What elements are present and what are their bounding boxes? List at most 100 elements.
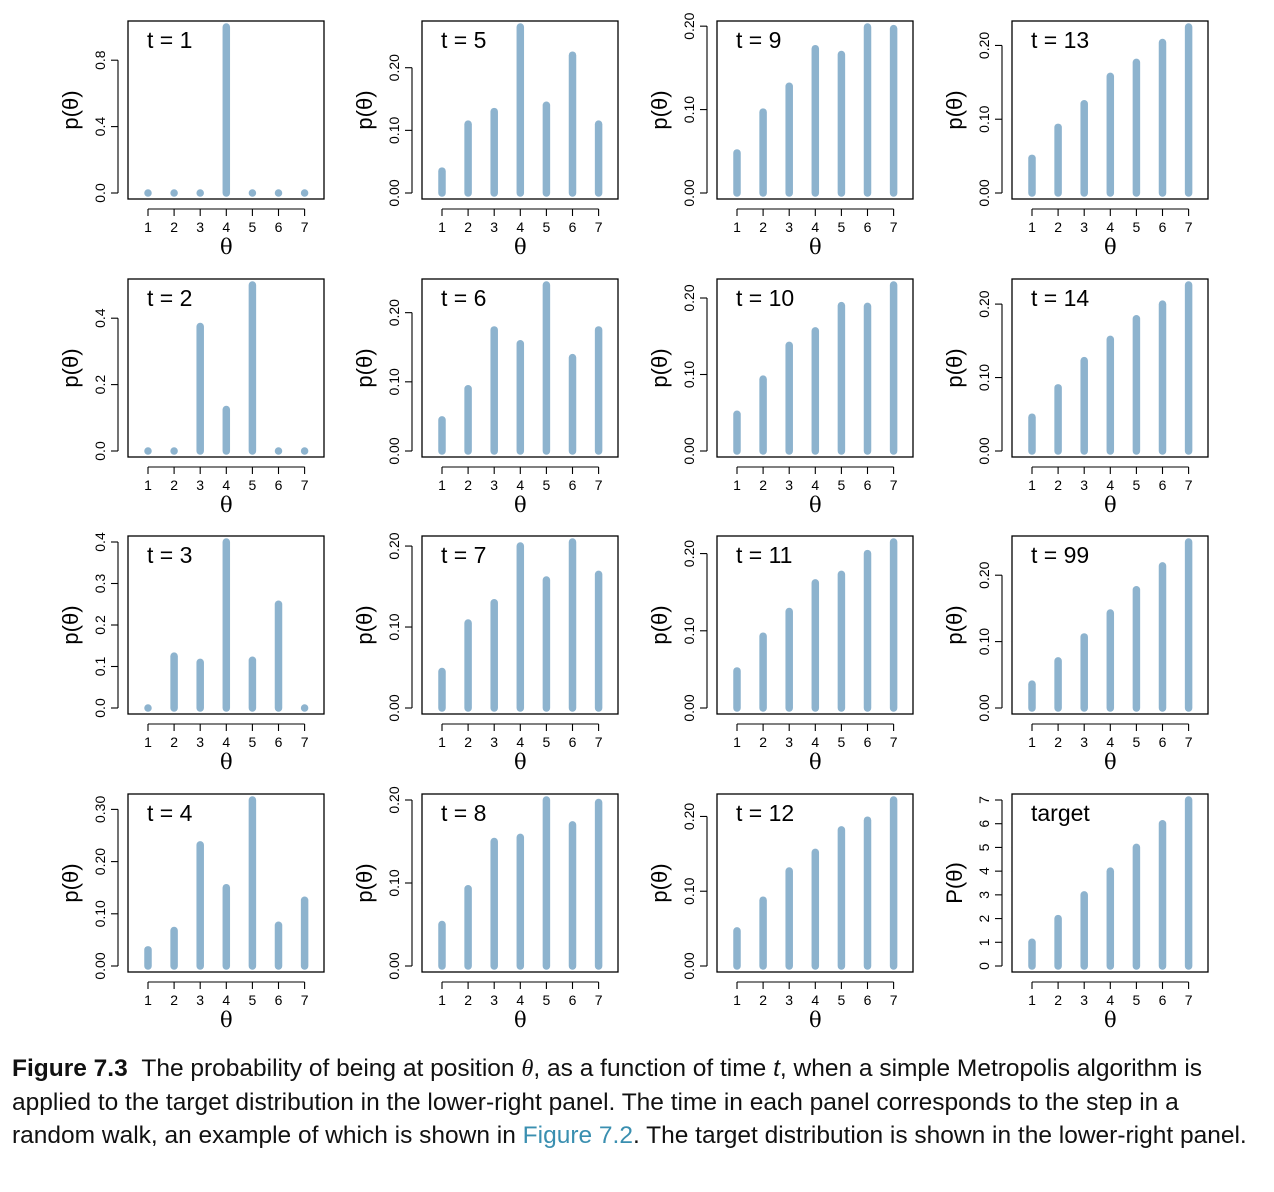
x-tick-label: 5: [543, 734, 551, 750]
y-tick-label: 0.00: [976, 694, 992, 721]
plot-frame: [421, 793, 619, 973]
panel-t-3: t = 3 1 2 3 4 5 6 7 θ 0.0 0.1 0.2 0.3 0.4 p(θ): [58, 532, 325, 774]
panel-t-10: t = 10 1 2 3 4 5 6 7 θ 0.00 0.10 0.20 p(θ): [647, 278, 914, 517]
panel-title: t = 1: [147, 27, 192, 53]
x-tick-label: 6: [1159, 734, 1167, 750]
y-tick-label: 0.20: [976, 290, 992, 317]
y-axis-label: p(θ): [647, 90, 672, 129]
y-tick-label: 0.4: [92, 117, 108, 137]
x-tick-label: 7: [595, 477, 603, 493]
y-tick-label: 0.8: [92, 50, 108, 70]
y-tick-label: 0.20: [386, 786, 402, 813]
panel-title: t = 3: [147, 542, 192, 568]
x-tick-label: 4: [811, 477, 819, 493]
y-tick-label: 3: [976, 891, 992, 899]
plot-frame: [1011, 278, 1209, 458]
panel-title: target: [1031, 800, 1090, 826]
x-tick-label: 5: [1133, 219, 1141, 235]
y-tick-label: 0.20: [681, 12, 697, 39]
x-tick-label: 1: [733, 219, 741, 235]
y-axis-label: p(θ): [352, 605, 377, 644]
x-tick-label: 1: [733, 734, 741, 750]
x-tick-label: 7: [1185, 477, 1193, 493]
y-tick-label: 0.30: [92, 796, 108, 823]
y-axis-label: p(θ): [647, 863, 672, 902]
x-tick-label: 6: [1159, 992, 1167, 1008]
panel-t-9: t = 9 1 2 3 4 5 6 7 θ 0.00 0.10 0.20 p(θ): [647, 12, 914, 259]
x-tick-label: 3: [785, 734, 793, 750]
panel-title: t = 99: [1031, 542, 1089, 568]
figure-reference-link[interactable]: Figure 7.2: [522, 1122, 633, 1149]
caption-text-2: , as a function of time: [533, 1055, 774, 1082]
chart-grid-svg: t = 11 2 3 4 5 6 7θ0.00.40.8p(θ)t = 21 2 3 4 5 6 7θ0…: [58, 12, 1209, 1032]
x-tick-label: 2: [759, 477, 767, 493]
panel-t-6: t = 6 1 2 3 4 5 6 7 θ 0.00 0.10 0.20 p(θ): [352, 278, 619, 517]
x-tick-label: 2: [170, 734, 178, 750]
x-tick-label: 1: [438, 992, 446, 1008]
y-axis-label: p(θ): [58, 605, 83, 644]
panel-title: t = 7: [441, 542, 486, 568]
y-axis-label: p(θ): [352, 90, 377, 129]
y-tick-label: 0.10: [976, 105, 992, 132]
x-tick-label: 3: [785, 219, 793, 235]
x-tick-label: 2: [759, 734, 767, 750]
x-axis-label: θ: [514, 750, 527, 774]
y-tick-label: 0.20: [976, 32, 992, 59]
x-tick-label: 5: [543, 219, 551, 235]
plot-frame: [127, 793, 325, 973]
y-axis-label: p(θ): [352, 348, 377, 387]
x-tick-label: 5: [838, 992, 846, 1008]
x-tick-label: 4: [516, 477, 524, 493]
y-tick-label: 0.0: [92, 183, 108, 203]
x-tick-label: 4: [516, 734, 524, 750]
x-tick-label: 1: [1028, 992, 1036, 1008]
x-tick-label: 3: [490, 219, 498, 235]
y-tick-label: 0.4: [92, 532, 108, 552]
y-tick-label: 1: [976, 938, 992, 946]
x-axis-label: θ: [1104, 750, 1117, 774]
y-tick-label: 6: [976, 820, 992, 828]
x-tick-label: 6: [1159, 219, 1167, 235]
x-tick-label: 7: [890, 992, 898, 1008]
x-tick-label: 2: [464, 219, 472, 235]
x-tick-label: 3: [785, 992, 793, 1008]
x-tick-label: 3: [1080, 219, 1088, 235]
x-tick-label: 5: [838, 477, 846, 493]
x-tick-label: 7: [1185, 992, 1193, 1008]
x-tick-label: 6: [864, 734, 872, 750]
x-tick-label: 4: [516, 219, 524, 235]
panel-title: t = 2: [147, 285, 192, 311]
y-tick-label: 0.0: [92, 441, 108, 461]
y-tick-label: 0.00: [681, 437, 697, 464]
x-tick-label: 6: [1159, 477, 1167, 493]
x-tick-label: 5: [249, 219, 257, 235]
x-tick-label: 6: [569, 477, 577, 493]
x-tick-label: 3: [490, 734, 498, 750]
y-tick-label: 0.20: [681, 284, 697, 311]
panel-title: t = 11: [736, 542, 792, 568]
y-tick-label: 0.20: [386, 54, 402, 81]
x-tick-label: 6: [864, 477, 872, 493]
x-axis-label: θ: [1104, 235, 1117, 259]
y-tick-label: 0.00: [386, 437, 402, 464]
y-tick-label: 0.2: [92, 615, 108, 635]
x-axis-label: θ: [809, 235, 822, 259]
plot-frame: [716, 278, 914, 458]
y-axis-label: p(θ): [58, 90, 83, 129]
x-tick-label: 4: [222, 219, 230, 235]
plot-frame: [127, 278, 325, 458]
plot-frame: [127, 535, 325, 715]
x-tick-label: 4: [1106, 219, 1114, 235]
caption-text-4: . The target distribution is shown in th…: [632, 1122, 1247, 1149]
y-tick-label: 0.10: [386, 613, 402, 640]
x-axis-label: θ: [220, 493, 233, 517]
panel-title: t = 8: [441, 800, 486, 826]
x-tick-label: 5: [1133, 477, 1141, 493]
x-tick-label: 7: [1185, 219, 1193, 235]
panel-title: t = 14: [1031, 285, 1089, 311]
x-tick-label: 2: [464, 734, 472, 750]
x-tick-label: 1: [1028, 219, 1036, 235]
x-tick-label: 4: [1106, 734, 1114, 750]
plot-frame: [716, 535, 914, 715]
x-tick-label: 3: [1080, 734, 1088, 750]
